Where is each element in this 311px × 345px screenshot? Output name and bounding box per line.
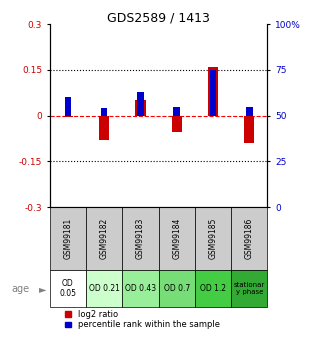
Bar <box>65 97 71 116</box>
Legend: log2 ratio, percentile rank within the sample: log2 ratio, percentile rank within the s… <box>65 310 220 329</box>
Bar <box>244 116 254 143</box>
Bar <box>195 270 231 307</box>
Text: GSM99186: GSM99186 <box>245 218 254 259</box>
Bar <box>122 270 159 307</box>
Title: GDS2589 / 1413: GDS2589 / 1413 <box>107 11 210 24</box>
Bar <box>159 207 195 270</box>
Bar <box>159 270 195 307</box>
Bar <box>50 207 86 270</box>
Text: GSM99184: GSM99184 <box>172 218 181 259</box>
Text: OD 0.7: OD 0.7 <box>164 284 190 293</box>
Bar <box>172 116 182 132</box>
Text: GSM99181: GSM99181 <box>63 218 72 259</box>
Bar <box>246 107 253 116</box>
Text: GSM99185: GSM99185 <box>209 218 217 259</box>
Text: OD 0.21: OD 0.21 <box>89 284 120 293</box>
Bar <box>86 207 122 270</box>
Text: age: age <box>12 284 30 294</box>
Bar <box>122 207 159 270</box>
Bar <box>231 270 267 307</box>
Text: GSM99183: GSM99183 <box>136 218 145 259</box>
Bar <box>99 116 109 140</box>
Bar <box>137 92 144 116</box>
Text: OD
0.05: OD 0.05 <box>59 279 77 298</box>
Text: ►: ► <box>39 284 47 294</box>
Bar <box>208 67 218 116</box>
Text: OD 1.2: OD 1.2 <box>200 284 226 293</box>
Bar <box>174 107 180 116</box>
Bar <box>195 207 231 270</box>
Text: GSM99182: GSM99182 <box>100 218 109 259</box>
Bar <box>86 270 122 307</box>
Bar <box>231 207 267 270</box>
Bar <box>101 108 108 116</box>
Text: OD 0.43: OD 0.43 <box>125 284 156 293</box>
Bar <box>63 116 73 117</box>
Bar <box>135 100 146 116</box>
Bar <box>50 270 86 307</box>
Bar <box>210 70 216 116</box>
Text: stationar
y phase: stationar y phase <box>234 282 265 295</box>
